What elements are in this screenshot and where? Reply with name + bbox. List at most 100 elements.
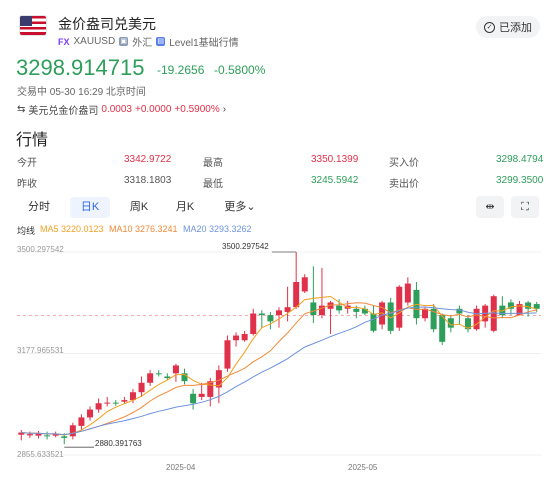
x-axis-label-may: 2025-05: [348, 463, 378, 472]
candle-body: [404, 283, 411, 303]
candle-body: [258, 313, 265, 316]
prev-close-value: 3318.1803: [124, 175, 172, 186]
candle-body: [490, 296, 497, 331]
cross-rate-percent: +0.5900%: [174, 104, 220, 115]
cross-rate-label: 美元兑金价盎司: [28, 106, 99, 117]
tab-weekly-k[interactable]: 周K: [129, 201, 149, 213]
symbol-code: XAUUSD: [73, 36, 116, 47]
candle-body: [413, 289, 420, 319]
prev-close-label: 昨收: [17, 179, 37, 190]
candle-body: [155, 373, 162, 375]
candle-body: [18, 432, 25, 435]
section-title: 行情: [16, 132, 49, 149]
candle-body: [422, 308, 429, 319]
candle-body: [473, 308, 480, 330]
candle-body: [327, 302, 334, 309]
fx-badge: FX: [58, 36, 70, 47]
low-label: 最低: [203, 179, 223, 190]
candle-body: [181, 373, 188, 382]
more-label: 更多: [224, 201, 247, 213]
candle-body: [507, 302, 514, 309]
candle-body: [233, 335, 240, 341]
chevron-right-icon: ›: [222, 104, 227, 115]
candle-body: [95, 403, 102, 410]
cross-rate-change: +0.0000: [134, 104, 172, 115]
cross-rate-link[interactable]: ⇆ 美元兑金价盎司 0.0003 +0.0000 +0.5900% ›: [17, 102, 226, 117]
candle-body: [447, 318, 454, 328]
candle-body: [207, 381, 214, 397]
candle-body: [284, 307, 291, 312]
level-icon: ▤: [156, 37, 166, 46]
price-change-percent: -0.5800%: [214, 63, 266, 77]
ask-value: 3299.3500: [496, 175, 544, 186]
candle-body: [525, 302, 532, 309]
ma10-value: MA10 3276.3241: [109, 224, 178, 234]
ma20-value: MA20 3293.3262: [183, 224, 252, 234]
candle-body: [482, 305, 489, 322]
candle-body: [250, 313, 257, 334]
us-flag-icon: [20, 16, 46, 35]
y-axis-min-label: 2855.633521: [17, 450, 64, 459]
candle-body: [69, 425, 76, 437]
check-circle-icon: ✓: [484, 21, 495, 33]
open-label: 今开: [17, 158, 37, 169]
candle-body: [121, 400, 128, 402]
candle-body: [275, 310, 283, 316]
candle-body: [52, 433, 59, 436]
candle-body: [164, 376, 171, 379]
candle-body: [61, 436, 68, 438]
candle-body: [533, 304, 540, 309]
candle-body: [336, 305, 343, 311]
y-axis-mid-label: 3177.965531: [17, 346, 64, 355]
candle-body: [241, 333, 248, 341]
instrument-subtitle: FX XAUUSD ▣ 外汇 ▤ Level1基础行情: [58, 34, 239, 49]
candle-body: [318, 305, 325, 316]
candle-body: [78, 417, 85, 426]
last-price: 3298.914715: [16, 55, 145, 80]
candle-body: [44, 435, 51, 437]
candle-body: [35, 433, 42, 436]
candle-body: [516, 304, 523, 316]
candle-body: [361, 308, 368, 314]
tab-intraday[interactable]: 分时: [28, 201, 50, 213]
candle-body: [267, 315, 274, 322]
added-label: 已添加: [499, 22, 532, 34]
candle-body: [353, 308, 360, 312]
ma20-line: [21, 306, 537, 436]
candle-body: [301, 277, 308, 292]
trading-status: 交易中 05-30 16:29 北京时间: [17, 87, 146, 98]
candle-body: [439, 315, 446, 342]
candle-body: [310, 302, 317, 316]
candle-body: [190, 393, 197, 404]
bid-label: 买入价: [389, 158, 419, 169]
candle-body: [87, 409, 94, 418]
added-watchlist-button[interactable]: ✓ 已添加: [476, 16, 540, 38]
candle-body: [370, 313, 377, 331]
candle-body: [172, 365, 179, 374]
candle-body: [379, 302, 386, 325]
ma-label: 均线: [17, 226, 36, 236]
y-axis-max-label: 3500.297542: [17, 245, 64, 254]
instrument-title: 金价盎司兑美元: [58, 16, 156, 32]
candle-body: [224, 340, 231, 369]
chevron-down-icon: ⌄: [246, 201, 256, 213]
tab-more[interactable]: 更多⌄: [222, 197, 258, 218]
tab-monthly-k[interactable]: 月K: [175, 201, 195, 213]
candle-body: [147, 373, 154, 383]
candle-body: [215, 370, 222, 388]
candle-body: [387, 302, 394, 331]
tab-daily-k[interactable]: 日K: [70, 197, 110, 218]
fullscreen-icon: ⛶: [521, 201, 529, 213]
cross-rate-value: 0.0003: [101, 104, 132, 115]
candle-body: [456, 308, 463, 314]
fit-width-button[interactable]: ⇹: [476, 196, 504, 218]
candle-body: [26, 434, 33, 436]
max-annotation: 3500.297542: [222, 242, 269, 251]
candle-body: [112, 402, 119, 404]
candle-body: [104, 402, 111, 404]
candle-body: [344, 305, 351, 309]
market-label: 外汇: [132, 38, 153, 49]
price-change: -19.2656: [157, 63, 205, 77]
fullscreen-button[interactable]: ⛶: [511, 196, 539, 218]
level-label: Level1基础行情: [169, 38, 239, 49]
